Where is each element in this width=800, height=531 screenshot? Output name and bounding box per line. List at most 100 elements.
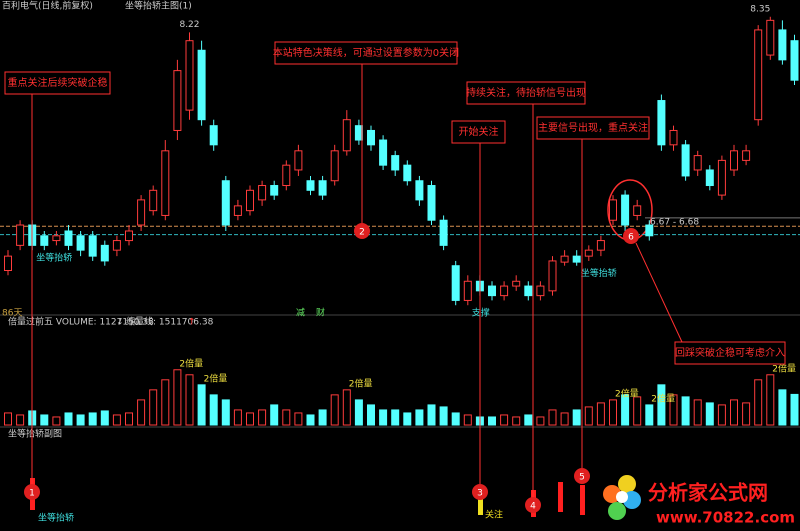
candle-body <box>16 224 25 246</box>
range-label: 6.67 - 6.68 <box>650 217 699 227</box>
volume-bar <box>778 389 787 426</box>
candle-body <box>403 164 412 182</box>
candle-body <box>681 144 690 177</box>
annotation-text: 本站特色决策线，可通过设置参数为0关闭 <box>273 46 459 59</box>
candle-body <box>463 280 472 301</box>
candle-body <box>233 205 242 216</box>
candle-body <box>717 159 726 196</box>
annotation-number: 1 <box>29 489 35 499</box>
chart-title: 百利电气(日线,前复权) <box>2 0 93 12</box>
volume-bar <box>318 409 327 426</box>
sub-label: 关注 <box>485 509 503 521</box>
annotation-box <box>536 116 650 140</box>
volume-bar <box>463 414 472 426</box>
volume-bar <box>415 409 424 426</box>
candle-body <box>330 150 339 182</box>
candle-body <box>778 29 787 61</box>
volume-bar <box>536 416 545 426</box>
annotation-marker <box>24 484 40 500</box>
candle-body <box>294 150 303 171</box>
annotation-number: 3 <box>477 489 483 499</box>
sub-label: 坐等抬轿 <box>38 512 74 524</box>
event-mark: 财 <box>316 307 325 319</box>
volume-bar <box>149 389 158 426</box>
volume-bar <box>548 409 557 426</box>
candle-body <box>500 285 509 297</box>
candle-body <box>40 235 49 246</box>
candle-body <box>742 150 751 161</box>
volume-bar <box>221 399 230 426</box>
volume-label: 2倍量 <box>651 392 675 404</box>
annotation-line <box>635 242 683 343</box>
volume-bar <box>76 414 85 426</box>
annotation-box <box>451 120 506 144</box>
volume-bar <box>40 414 49 426</box>
volume-line-label: 缩量线: 1511706.38 <box>126 316 214 328</box>
candle-body <box>173 70 182 131</box>
candle-body <box>149 189 158 212</box>
volume-bar <box>342 389 351 426</box>
candle-body <box>657 100 666 146</box>
watermark-name: 分析家公式网 <box>648 481 768 505</box>
candle-body <box>354 125 363 141</box>
candle-body <box>137 199 146 226</box>
candle-body <box>536 285 545 297</box>
volume-bar <box>270 404 279 426</box>
volume-bar <box>367 404 375 426</box>
arrow: ↑ <box>188 318 196 328</box>
volume-label: 2倍量 <box>772 362 796 374</box>
volume-bar <box>488 416 496 426</box>
volume-bar <box>197 384 206 426</box>
watermark-url: www.70822.com <box>656 509 795 527</box>
volume-bar <box>112 414 121 426</box>
candle-body <box>439 219 448 246</box>
days-label: 86天 <box>2 309 22 319</box>
candle-body <box>161 150 170 216</box>
volume-title: 倍量过前五 VOLUME: 1127150.38 <box>8 316 154 328</box>
volume-bar <box>645 404 654 426</box>
volume-bar <box>185 374 194 426</box>
candle-body <box>427 185 436 221</box>
candle-body <box>342 119 351 152</box>
volume-bar <box>100 410 109 426</box>
volume-bar <box>379 409 388 426</box>
watermark: 分析家公式网 www.70822.com <box>603 475 795 527</box>
volume-bar <box>294 412 303 426</box>
candle-body <box>318 180 327 196</box>
arrow: ↓ <box>116 318 124 328</box>
volume-bar <box>754 379 763 426</box>
volume-label: 2倍量 <box>204 372 228 384</box>
candle-body <box>705 169 714 187</box>
candle-body <box>451 265 460 301</box>
candle-body <box>730 150 738 171</box>
candle-body <box>306 180 315 191</box>
volume-bar <box>137 399 146 426</box>
annotation-box <box>674 341 786 365</box>
volume-bar <box>354 399 363 426</box>
candle-body <box>790 40 799 81</box>
candle-body <box>645 224 654 237</box>
candle-body <box>282 164 291 187</box>
annotation-text: 开始关注 <box>459 125 499 138</box>
volume-bar <box>621 394 630 426</box>
volume-bar <box>173 369 182 426</box>
volume-bar <box>306 414 315 426</box>
signal-label: 支撑 <box>472 307 490 319</box>
volume-bar <box>742 402 751 426</box>
candle-body <box>512 280 521 287</box>
annotation-marker <box>623 228 639 244</box>
volume-bar <box>209 394 218 426</box>
volume-bar <box>766 374 775 426</box>
volume-bar <box>560 412 569 426</box>
volume-bar <box>64 412 73 426</box>
volume-bar <box>596 402 605 426</box>
logo-petal <box>608 502 626 520</box>
volume-bar <box>258 409 267 426</box>
candle-body <box>76 235 85 251</box>
annotation-marker <box>472 484 488 500</box>
annotation-marker <box>574 468 590 484</box>
candle-body <box>669 129 678 146</box>
candle-body <box>258 185 267 201</box>
volume-bar <box>52 416 61 426</box>
